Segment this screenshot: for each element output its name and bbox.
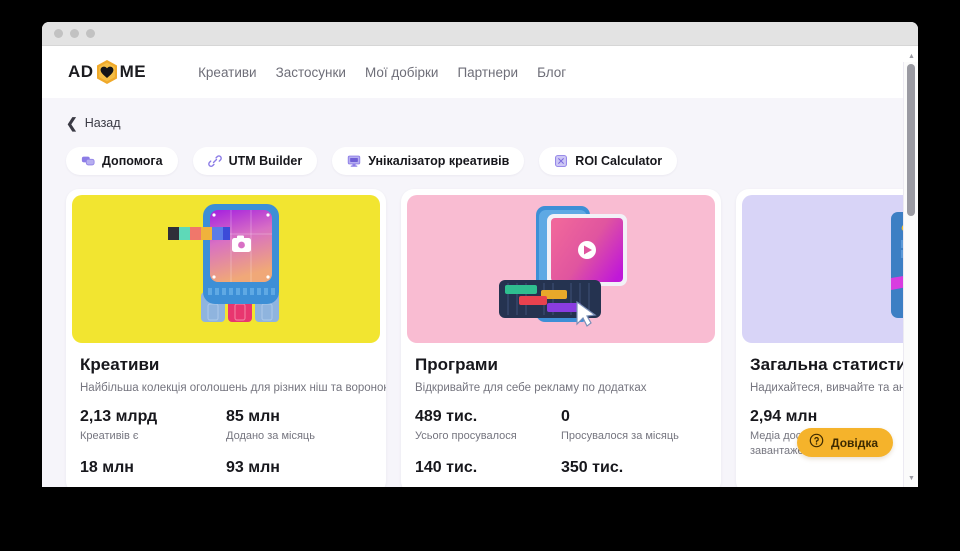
chevron-left-icon: ❮ <box>66 115 78 131</box>
stat-label: Просувалося за місяць <box>561 430 679 442</box>
scrollbar-top-strip <box>903 46 918 62</box>
nav-link-apps[interactable]: Застосунки <box>275 64 346 80</box>
stat-value: 93 млн <box>226 458 280 476</box>
browser-titlebar <box>42 22 918 46</box>
stat-cell: 489 тис. Усього просувалося <box>415 408 561 455</box>
tool-chip-utm-builder[interactable]: UTM Builder <box>192 147 318 175</box>
stat-value: 18 млн <box>80 458 134 476</box>
stat-value: 0 <box>561 408 570 425</box>
phone-creative-illustration <box>146 195 306 343</box>
tool-chip-label: ROI Calculator <box>575 154 663 168</box>
card-hero <box>407 195 715 343</box>
card-body: Креативи Найбільша колекція оголошень дл… <box>66 343 386 487</box>
site-navbar: AD ME Креативи Застосунки Мої добірки Па… <box>42 46 918 98</box>
stat-cell: 0 Просувалося за місяць <box>561 408 707 455</box>
nav-link-partners[interactable]: Партнери <box>457 64 519 80</box>
monitor-icon <box>347 154 361 168</box>
nav-link-creatives[interactable]: Креативи <box>198 64 257 80</box>
stat-label: Креативів є <box>80 430 139 442</box>
chat-bubbles-icon <box>81 154 95 168</box>
stat-value: 350 тис. <box>561 458 624 476</box>
card-programs[interactable]: Програми Відкривайте для себе рекламу по… <box>401 189 721 487</box>
stat-value: 140 тис. <box>415 458 478 476</box>
tool-chip-label: Допомога <box>102 154 163 168</box>
card-stats: 489 тис. Усього просувалося 0 Просувалос… <box>415 408 707 487</box>
help-fab-button[interactable]: Довідка <box>797 428 894 457</box>
link-chain-icon <box>207 154 222 168</box>
back-label: Назад <box>84 116 121 130</box>
stat-label: Усього просувалося <box>415 430 517 442</box>
help-fab-label: Довідка <box>831 435 879 450</box>
stat-cell: 140 тис. <box>415 459 561 487</box>
scrollbar-thumb[interactable] <box>907 64 915 216</box>
window-minimize-dot[interactable] <box>70 29 79 38</box>
tool-chip-label: UTM Builder <box>228 154 303 168</box>
window-close-dot[interactable] <box>54 29 63 38</box>
card-title: Програми <box>415 355 498 374</box>
tool-chip-creative-uniquifier[interactable]: Унікалізатор креативів <box>332 147 525 175</box>
stat-value: 85 млн <box>226 408 280 425</box>
window-maximize-dot[interactable] <box>86 29 95 38</box>
stat-cell: 18 млн <box>80 459 226 487</box>
stat-cell: 350 тис. <box>561 459 707 487</box>
calculator-icon <box>554 154 568 168</box>
back-button[interactable]: ❮ Назад <box>42 112 918 134</box>
triangle-down-icon[interactable]: ▼ <box>908 474 915 482</box>
stat-value: 2,94 млн <box>750 408 818 425</box>
card-hero <box>742 195 918 343</box>
card-stats: 2,13 млрд Креативів є 85 млн Додано за м… <box>80 408 372 487</box>
tool-chip-label: Унікалізатор креативів <box>368 154 510 168</box>
card-title: Креативи <box>80 355 160 374</box>
hexagon-heart-icon <box>95 59 119 85</box>
stat-label: Додано за місяць <box>226 430 315 442</box>
page-body: ❮ Назад Допомога <box>42 98 918 487</box>
adme-logo[interactable]: AD ME <box>68 59 146 85</box>
card-body: Програми Відкривайте для себе рекламу по… <box>401 343 721 487</box>
stat-value: 2,13 млрд <box>80 408 158 425</box>
tool-chip-roi-calculator[interactable]: ROI Calculator <box>539 147 678 175</box>
triangle-up-icon[interactable]: ▲ <box>908 52 915 60</box>
card-creatives[interactable]: Креативи Найбільша колекція оголошень дл… <box>66 189 386 487</box>
card-hero <box>72 195 380 343</box>
question-circle-icon <box>809 433 824 453</box>
cards-row: Креативи Найбільша колекція оголошень дл… <box>42 189 918 487</box>
logo-text-left: AD <box>68 62 94 81</box>
browser-window: AD ME Креативи Застосунки Мої добірки Па… <box>42 22 918 487</box>
stat-value: 489 тис. <box>415 408 478 425</box>
tool-chips-row: Допомога UTM Builder <box>42 134 918 175</box>
card-title: Загальна статистика <box>750 355 918 374</box>
vertical-scrollbar[interactable]: ▲ ▼ <box>903 46 918 487</box>
stat-cell: 2,13 млрд Креативів є <box>80 408 226 455</box>
page-viewport: AD ME Креативи Застосунки Мої добірки Па… <box>42 46 918 487</box>
card-subtitle: Відкривайте для себе рекламу по додатках <box>415 382 647 394</box>
stat-cell: 85 млн Додано за місяць <box>226 408 372 455</box>
monitor-video-illustration <box>481 195 641 343</box>
nav-links: Креативи Застосунки Мої добірки Партнери… <box>198 65 566 80</box>
stat-cell: 93 млн <box>226 459 372 487</box>
nav-link-blog[interactable]: Блог <box>537 64 567 80</box>
card-subtitle: Надихайтеся, вивчайте та аналізуйте <box>750 382 918 394</box>
nav-link-my-collections[interactable]: Мої добірки <box>364 64 439 80</box>
card-subtitle: Найбільша колекція оголошень для різних … <box>80 382 386 394</box>
tool-chip-help[interactable]: Допомога <box>66 147 178 175</box>
logo-text-right: ME <box>119 62 147 81</box>
